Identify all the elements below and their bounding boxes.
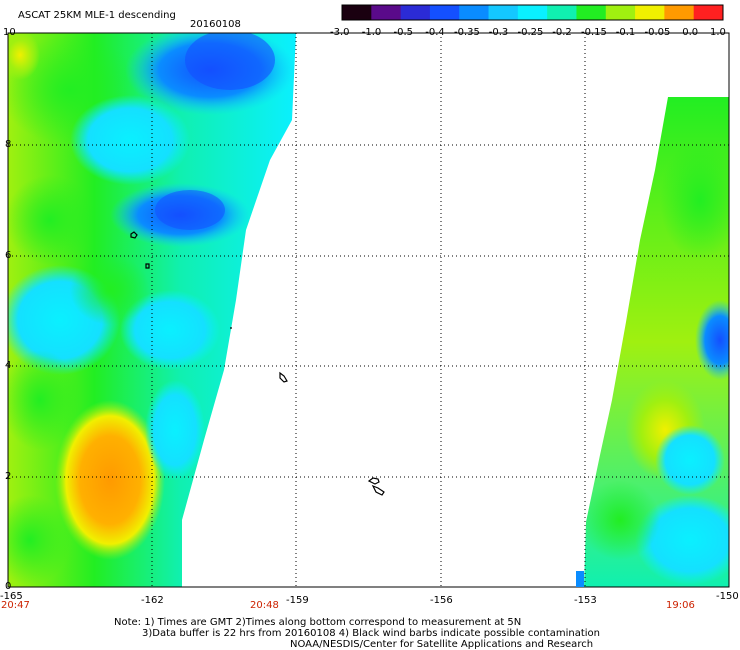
colorbar-frame (341, 4, 724, 21)
lat-label: 6 (5, 250, 12, 261)
colorbar-tick-label: -0.05 (644, 27, 671, 38)
product-title: ASCAT 25KM MLE-1 descending (18, 10, 176, 21)
lat-label: 0 (5, 581, 12, 592)
colorbar-swatch (605, 5, 636, 20)
time-label: 19:06 (666, 600, 695, 611)
colorbar-tick-label: -3.0 (330, 27, 350, 38)
island-outlines (130, 231, 385, 496)
colorbar-tick-label: -0.25 (517, 27, 544, 38)
lon-label: -156 (430, 595, 453, 606)
colorbar-swatch (635, 5, 665, 20)
product-date: 20160108 (190, 19, 241, 30)
colorbar-swatch (459, 5, 490, 20)
time-label: 20:47 (1, 600, 30, 611)
colorbar-swatch (342, 5, 372, 20)
lat-label: 4 (5, 360, 12, 371)
left-swath (8, 33, 296, 587)
colorbar-swatch (664, 5, 695, 20)
colorbar-swatch (488, 5, 519, 20)
colorbar-swatch (517, 5, 548, 20)
note-line-3: NOAA/NESDIS/Center for Satellite Applica… (290, 639, 594, 650)
colorbar-tick-label: 0.0 (682, 27, 699, 38)
colorbar-tick-label: -0.4 (425, 27, 445, 38)
colorbar-swatch (576, 5, 607, 20)
colorbar-tick-label: -0.5 (393, 27, 414, 38)
lat-label: 8 (5, 139, 12, 150)
lon-label: -153 (574, 595, 597, 606)
map-grid (8, 33, 729, 587)
colorbar-tick-label: -0.2 (552, 27, 572, 38)
lat-label: 10 (3, 27, 16, 38)
lon-label: -150 (716, 591, 739, 602)
time-label: 20:48 (250, 600, 279, 611)
colorbar-tick-label: -0.35 (454, 27, 480, 38)
right-swath (584, 97, 729, 587)
colorbar-tick-label: -0.1 (615, 27, 636, 38)
colorbar-tick-label: -1.0 (361, 27, 382, 38)
note-line-2: 3)Data buffer is 22 hrs from 20160108 4)… (142, 628, 600, 639)
lon-label: -162 (141, 595, 164, 606)
colorbar-swatch (429, 5, 460, 20)
colorbar (341, 4, 724, 21)
colorbar-swatch (371, 5, 402, 20)
note-line-1: Note: 1) Times are GMT 2)Times along bot… (114, 617, 522, 628)
colorbar-swatch (547, 5, 577, 20)
colorbar-tick-label: 1.0 (710, 27, 726, 38)
swath-edge-cell (576, 571, 584, 587)
map-frame (7, 32, 730, 588)
lon-label: -159 (286, 595, 309, 606)
colorbar-tick-label: -0.15 (581, 27, 607, 38)
lon-label: -165 (0, 591, 23, 602)
lat-label: 2 (5, 471, 12, 482)
colorbar-swatch (400, 5, 431, 20)
colorbar-tick-label: -0.3 (488, 27, 509, 38)
colorbar-swatch (693, 5, 724, 20)
